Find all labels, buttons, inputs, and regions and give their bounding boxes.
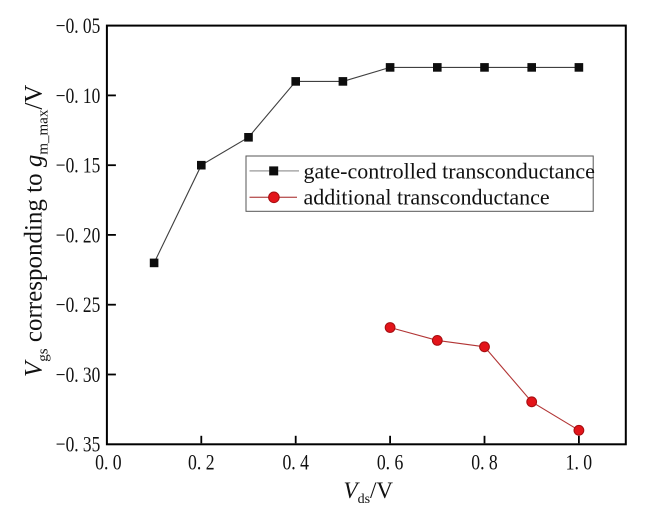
svg-text:0. 6: 0. 6 [377,450,404,475]
svg-text:−0. 25: −0. 25 [56,292,101,317]
svg-text:1. 0: 1. 0 [566,450,593,475]
svg-text:−0. 30: −0. 30 [56,362,101,387]
svg-text:−0. 15: −0. 15 [56,153,101,178]
svg-text:−0. 35: −0. 35 [56,432,101,457]
svg-text:Vds/V: Vds/V [344,478,394,507]
svg-text:−0. 10: −0. 10 [56,83,101,108]
svg-text:−0. 05: −0. 05 [56,13,101,38]
svg-text:−0. 20: −0. 20 [56,222,101,247]
svg-text:additional transconductance: additional transconductance [304,184,550,209]
svg-text:0. 0: 0. 0 [95,450,122,475]
svg-text:0. 2: 0. 2 [188,450,215,475]
svg-text:0. 8: 0. 8 [471,450,498,475]
svg-text:gate-controlled transconductan: gate-controlled transconductance [304,158,595,183]
svg-text:0. 4: 0. 4 [282,450,309,475]
svg-text:Vgs corresponding to gm_max/V: Vgs corresponding to gm_max/V [21,85,52,377]
